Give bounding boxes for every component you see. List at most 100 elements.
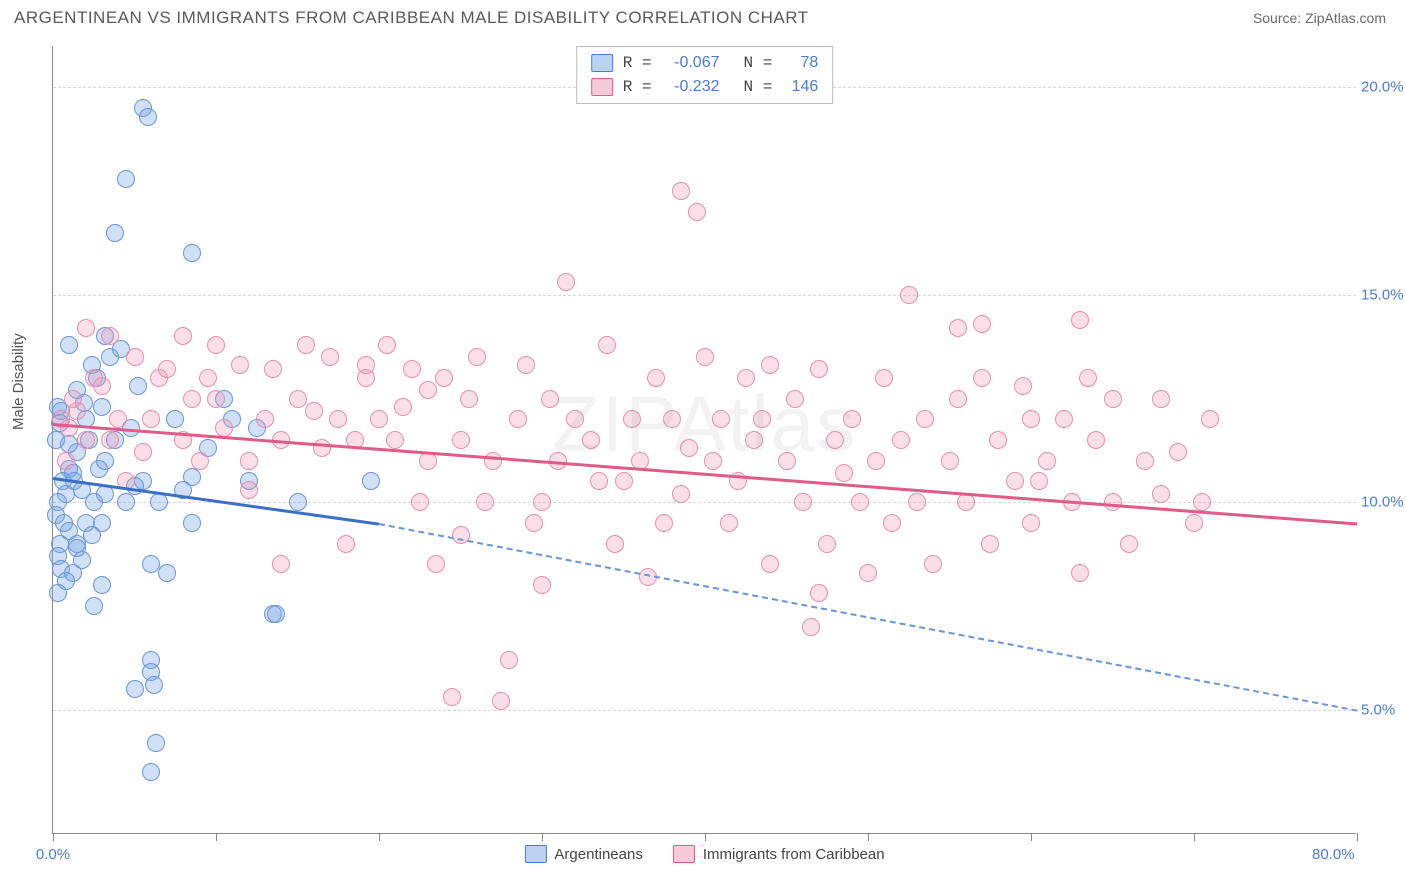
data-point-caribbean bbox=[305, 402, 323, 420]
trendline-argentinean-extrapolated bbox=[379, 523, 1357, 712]
data-point-argentineans bbox=[117, 493, 135, 511]
data-point-argentineans bbox=[93, 576, 111, 594]
data-point-caribbean bbox=[500, 651, 518, 669]
data-point-caribbean bbox=[590, 472, 608, 490]
legend-r-value: -0.232 bbox=[662, 75, 720, 99]
legend-item: Argentineans bbox=[524, 845, 642, 863]
legend-label: Immigrants from Caribbean bbox=[703, 846, 885, 863]
data-point-caribbean bbox=[924, 555, 942, 573]
data-point-argentineans bbox=[117, 170, 135, 188]
data-point-caribbean bbox=[403, 360, 421, 378]
data-point-caribbean bbox=[1014, 377, 1032, 395]
x-tick bbox=[1031, 833, 1032, 841]
x-tick bbox=[868, 833, 869, 841]
data-point-caribbean bbox=[1104, 390, 1122, 408]
data-point-caribbean bbox=[109, 410, 127, 428]
data-point-caribbean bbox=[1152, 390, 1170, 408]
data-point-caribbean bbox=[989, 431, 1007, 449]
data-point-caribbean bbox=[1201, 410, 1219, 428]
data-point-caribbean bbox=[949, 319, 967, 337]
legend-r-label: R = bbox=[623, 75, 652, 99]
data-point-caribbean bbox=[1030, 472, 1048, 490]
data-point-caribbean bbox=[460, 390, 478, 408]
data-point-caribbean bbox=[557, 273, 575, 291]
data-point-caribbean bbox=[843, 410, 861, 428]
data-point-caribbean bbox=[134, 443, 152, 461]
data-point-caribbean bbox=[525, 514, 543, 532]
data-point-argentineans bbox=[60, 336, 78, 354]
data-point-caribbean bbox=[1193, 493, 1211, 511]
legend-row: R = -0.232 N = 146 bbox=[591, 75, 819, 99]
data-point-caribbean bbox=[174, 327, 192, 345]
gridline bbox=[53, 710, 1356, 711]
data-point-caribbean bbox=[810, 584, 828, 602]
data-point-argentineans bbox=[267, 605, 285, 623]
data-point-caribbean bbox=[60, 419, 78, 437]
y-tick-label: 15.0% bbox=[1361, 286, 1406, 303]
data-point-caribbean bbox=[231, 356, 249, 374]
data-point-caribbean bbox=[240, 481, 258, 499]
legend-swatch-blue bbox=[591, 54, 613, 72]
data-point-caribbean bbox=[158, 360, 176, 378]
legend-n-value: 78 bbox=[782, 51, 818, 75]
source-prefix: Source: bbox=[1253, 10, 1305, 26]
data-point-caribbean bbox=[1104, 493, 1122, 511]
data-point-caribbean bbox=[126, 348, 144, 366]
data-point-caribbean bbox=[533, 493, 551, 511]
x-tick-label: 0.0% bbox=[36, 846, 70, 863]
x-tick bbox=[705, 833, 706, 841]
y-tick-label: 10.0% bbox=[1361, 494, 1406, 511]
legend-n-label: N = bbox=[744, 75, 773, 99]
data-point-caribbean bbox=[1022, 514, 1040, 532]
data-point-argentineans bbox=[289, 493, 307, 511]
data-point-caribbean bbox=[1185, 514, 1203, 532]
data-point-caribbean bbox=[908, 493, 926, 511]
data-point-caribbean bbox=[672, 182, 690, 200]
x-tick bbox=[1357, 833, 1358, 841]
source-name: ZipAtlas.com bbox=[1305, 10, 1386, 26]
data-point-caribbean bbox=[1071, 564, 1089, 582]
data-point-caribbean bbox=[778, 452, 796, 470]
data-point-caribbean bbox=[476, 493, 494, 511]
legend-item: Immigrants from Caribbean bbox=[673, 845, 885, 863]
data-point-caribbean bbox=[272, 555, 290, 573]
data-point-caribbean bbox=[191, 452, 209, 470]
data-point-argentineans bbox=[147, 734, 165, 752]
data-point-caribbean bbox=[411, 493, 429, 511]
data-point-caribbean bbox=[329, 410, 347, 428]
data-point-argentineans bbox=[96, 452, 114, 470]
data-point-caribbean bbox=[712, 410, 730, 428]
data-point-caribbean bbox=[875, 369, 893, 387]
legend-label: Argentineans bbox=[554, 846, 642, 863]
data-point-argentineans bbox=[93, 398, 111, 416]
data-point-caribbean bbox=[949, 390, 967, 408]
data-point-caribbean bbox=[802, 618, 820, 636]
data-point-caribbean bbox=[786, 390, 804, 408]
legend-n-value: 146 bbox=[782, 75, 818, 99]
data-point-caribbean bbox=[655, 514, 673, 532]
data-point-caribbean bbox=[207, 336, 225, 354]
data-point-caribbean bbox=[663, 410, 681, 428]
y-tick-label: 5.0% bbox=[1361, 701, 1406, 718]
data-point-caribbean bbox=[93, 377, 111, 395]
data-point-argentineans bbox=[362, 472, 380, 490]
legend-swatch-pink bbox=[673, 845, 695, 863]
data-point-caribbean bbox=[509, 410, 527, 428]
legend-n-label: N = bbox=[744, 51, 773, 75]
data-point-argentineans bbox=[142, 763, 160, 781]
data-point-argentineans bbox=[139, 108, 157, 126]
chart-title: ARGENTINEAN VS IMMIGRANTS FROM CARIBBEAN… bbox=[14, 8, 809, 28]
data-point-argentineans bbox=[145, 676, 163, 694]
data-point-caribbean bbox=[1038, 452, 1056, 470]
data-point-caribbean bbox=[321, 348, 339, 366]
data-point-caribbean bbox=[1120, 535, 1138, 553]
data-point-caribbean bbox=[696, 348, 714, 366]
data-point-caribbean bbox=[892, 431, 910, 449]
data-point-argentineans bbox=[183, 514, 201, 532]
source-label: Source: ZipAtlas.com bbox=[1253, 10, 1386, 26]
data-point-caribbean bbox=[289, 390, 307, 408]
data-point-caribbean bbox=[101, 431, 119, 449]
data-point-caribbean bbox=[720, 514, 738, 532]
legend-swatch-blue bbox=[524, 845, 546, 863]
data-point-caribbean bbox=[826, 431, 844, 449]
